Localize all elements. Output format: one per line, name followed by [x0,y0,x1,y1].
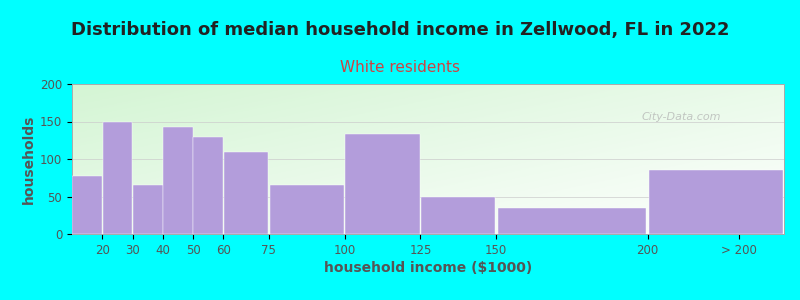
Bar [421,196,495,234]
Bar [102,122,132,234]
Y-axis label: households: households [22,114,36,204]
Bar [133,185,162,234]
Bar [163,127,193,234]
Bar [224,152,269,234]
X-axis label: household income ($1000): household income ($1000) [324,261,532,275]
Bar [346,134,420,234]
Bar [649,170,782,234]
Bar [498,208,646,234]
Bar [194,136,223,234]
Text: White residents: White residents [340,60,460,75]
Text: Distribution of median household income in Zellwood, FL in 2022: Distribution of median household income … [70,21,730,39]
Bar [270,185,344,234]
Text: City-Data.com: City-Data.com [642,112,721,122]
Bar [72,176,102,234]
